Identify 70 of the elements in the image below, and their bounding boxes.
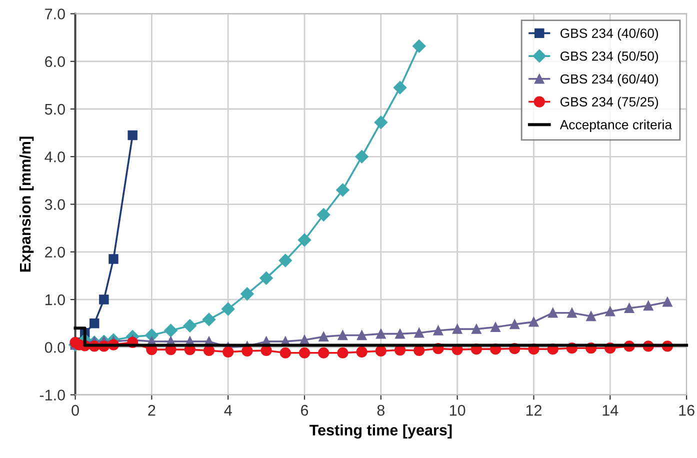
point bbox=[202, 312, 216, 326]
legend-label: GBS 234 (50/50) bbox=[560, 51, 658, 64]
point bbox=[242, 345, 253, 357]
point bbox=[605, 306, 615, 316]
point bbox=[336, 183, 350, 197]
point bbox=[108, 254, 118, 264]
point bbox=[355, 150, 368, 164]
point bbox=[414, 328, 424, 338]
x-tick-label: 14 bbox=[602, 405, 618, 416]
point bbox=[356, 330, 367, 340]
x-tick-label: 16 bbox=[679, 404, 694, 416]
point bbox=[338, 330, 348, 340]
x-tick-label: 4 bbox=[224, 405, 232, 416]
point bbox=[280, 347, 291, 358]
point bbox=[164, 324, 178, 338]
y-tick-label: 6.0 bbox=[45, 56, 65, 68]
point bbox=[260, 272, 273, 285]
point bbox=[586, 311, 596, 322]
point bbox=[433, 326, 444, 336]
x-tick-label: 0 bbox=[72, 404, 79, 416]
y-tick-label: 5.0 bbox=[44, 104, 65, 115]
x-axis-title: Testing time [years] bbox=[309, 424, 452, 439]
x-tick-label: 2 bbox=[148, 404, 156, 416]
point bbox=[510, 319, 520, 330]
point bbox=[128, 130, 138, 140]
y-tick-label: 3.0 bbox=[44, 199, 65, 210]
point bbox=[374, 116, 388, 129]
point bbox=[643, 300, 654, 311]
point bbox=[298, 233, 312, 247]
x-tick-label: 8 bbox=[377, 404, 384, 416]
point bbox=[99, 294, 109, 304]
point bbox=[472, 324, 482, 334]
point bbox=[90, 318, 100, 328]
point bbox=[393, 80, 407, 94]
point bbox=[567, 308, 577, 318]
point bbox=[318, 347, 330, 358]
point bbox=[222, 346, 234, 358]
point bbox=[317, 208, 330, 222]
point bbox=[278, 254, 292, 268]
point bbox=[222, 302, 235, 316]
point bbox=[624, 303, 634, 313]
point bbox=[452, 324, 462, 334]
point bbox=[337, 347, 348, 358]
point bbox=[662, 297, 672, 307]
y-tick-label: 4.0 bbox=[44, 152, 65, 162]
point bbox=[183, 319, 196, 332]
point bbox=[298, 347, 310, 358]
point bbox=[376, 328, 386, 339]
y-tick-label: 0.0 bbox=[44, 342, 65, 353]
y-tick-label: 7.0 bbox=[45, 8, 65, 20]
point bbox=[375, 345, 386, 357]
legend-label: GBS 234 (40/60) bbox=[560, 28, 658, 41]
point bbox=[548, 308, 558, 318]
x-tick-label: 10 bbox=[450, 404, 466, 416]
y-axis-title: Expansion [mm/m] bbox=[19, 136, 34, 272]
y-tick-label: 2.0 bbox=[45, 246, 65, 258]
x-tick-label: 6 bbox=[301, 404, 308, 416]
y-tick-label: -1.0 bbox=[40, 390, 65, 400]
point bbox=[490, 322, 500, 332]
legend-label: GBS 234 (60/40) bbox=[560, 74, 658, 86]
x-tick-label: 12 bbox=[526, 404, 542, 416]
point bbox=[318, 332, 328, 342]
legend-label: Acceptance criteria bbox=[560, 120, 672, 132]
point bbox=[395, 328, 405, 339]
point bbox=[356, 346, 368, 358]
legend-label: GBS 234 (75/25) bbox=[560, 96, 658, 110]
point bbox=[412, 40, 426, 53]
point bbox=[528, 317, 539, 327]
y-tick-label: 1.0 bbox=[45, 294, 65, 306]
point bbox=[240, 287, 254, 300]
